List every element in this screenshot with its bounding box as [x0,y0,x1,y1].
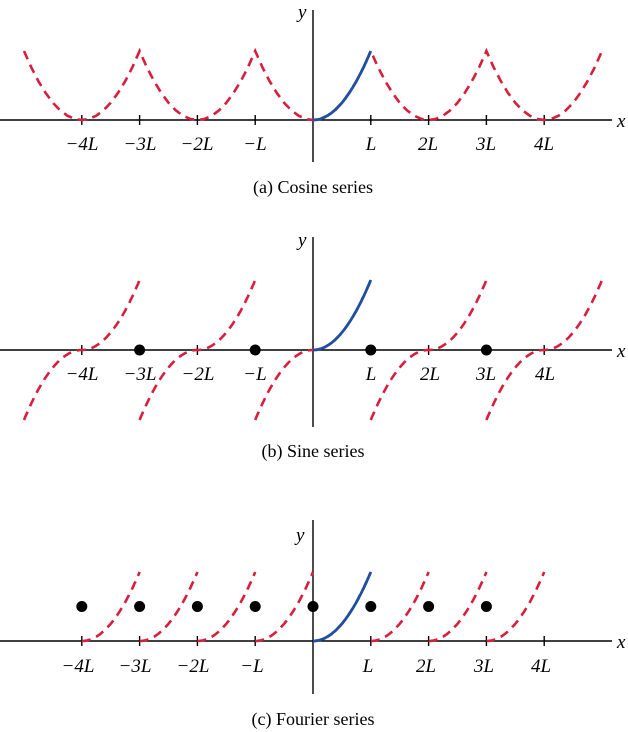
periodic-extension-curve [369,279,488,421]
tick-labels: −4L −3L −2L −L L 2L 3L 4L [62,656,551,677]
tick-label-neg2L: −2L [181,134,214,155]
tick-label-2L: 2L [416,656,436,677]
tick-label-L: L [362,656,374,677]
panel-caption: (c) Fourier series [252,709,375,730]
discontinuity-dot [365,601,377,612]
y-axis-label: y [296,230,307,251]
discontinuity-dot [249,344,261,356]
discontinuity-dot [249,601,261,612]
periodic-extension-curve [428,571,488,643]
tick-label-negL: −L [243,134,266,155]
panel-fourier-series: x y −4L −3L −2L −L L 2L 3L 4L (c) Fourie… [0,520,626,730]
tick-label-neg3L: −3L [124,364,157,385]
tick-label-neg3L: −3L [119,656,152,677]
discontinuity-dot [423,601,435,612]
discontinuity-dot [191,601,203,612]
tick-label-L: L [365,364,377,385]
periodic-extension-curve [197,571,257,643]
tick-label-neg4L: −4L [62,656,95,677]
discontinuity-dot [365,344,377,356]
x-axis-label: x [616,341,626,362]
x-axis-label: x [616,632,626,653]
tick-label-neg3L: −3L [124,134,157,155]
tick-label-neg2L: −2L [182,364,215,385]
tick-label-2L: 2L [418,134,438,155]
periodic-extension-curve [485,279,604,421]
original-function-curve [313,50,373,122]
tick-label-neg2L: −2L [177,656,210,677]
periodic-extension-curve [255,571,315,643]
panel-sine-series: x y −4L −3L −2L −L L 2L 3L 4L (b) Sine s… [0,230,626,462]
tick-label-2L: 2L [420,364,440,385]
periodic-extension-curve [313,571,373,643]
tick-label-3L: 3L [475,134,496,155]
tick-label-negL: −L [243,364,266,385]
tick-label-neg4L: −4L [66,134,99,155]
discontinuity-dot [480,601,492,612]
tick-label-4L: 4L [534,134,554,155]
periodic-extension-curve [81,571,141,643]
periodic-extension-curve [370,571,430,643]
panel-caption: (b) Sine series [262,441,365,462]
discontinuity-dot [134,344,146,356]
periodic-extension-curve [138,279,257,421]
discontinuity-dot [307,601,319,612]
periodic-extension-curve [22,279,141,421]
tick-label-L: L [365,134,377,155]
tick-labels: −4L −3L −2L −L L 2L 3L 4L [66,134,554,155]
y-axis-label: y [294,525,305,546]
panel-caption: (a) Cosine series [253,177,373,198]
periodic-extension-curve [139,571,199,643]
x-axis-label: x [616,111,626,132]
discontinuity-dot [134,601,146,612]
y-axis-label: y [296,2,307,23]
tick-label-3L: 3L [475,364,496,385]
discontinuity-dot [76,601,88,612]
panel-cosine-series: x y −4L −3L −2L −L L 2L 3L 4L (a) Cosine… [0,2,626,198]
tick-labels: −4L −3L −2L −L L 2L 3L 4L [66,364,555,385]
tick-label-4L: 4L [535,364,555,385]
tick-label-neg4L: −4L [66,364,99,385]
periodic-extension-curve [486,571,546,643]
tick-label-negL: −L [240,656,263,677]
discontinuity-dot [480,344,492,356]
tick-label-3L: 3L [473,656,494,677]
tick-label-4L: 4L [531,656,551,677]
original-function-curve [313,279,373,352]
original-function-curve [313,571,373,643]
